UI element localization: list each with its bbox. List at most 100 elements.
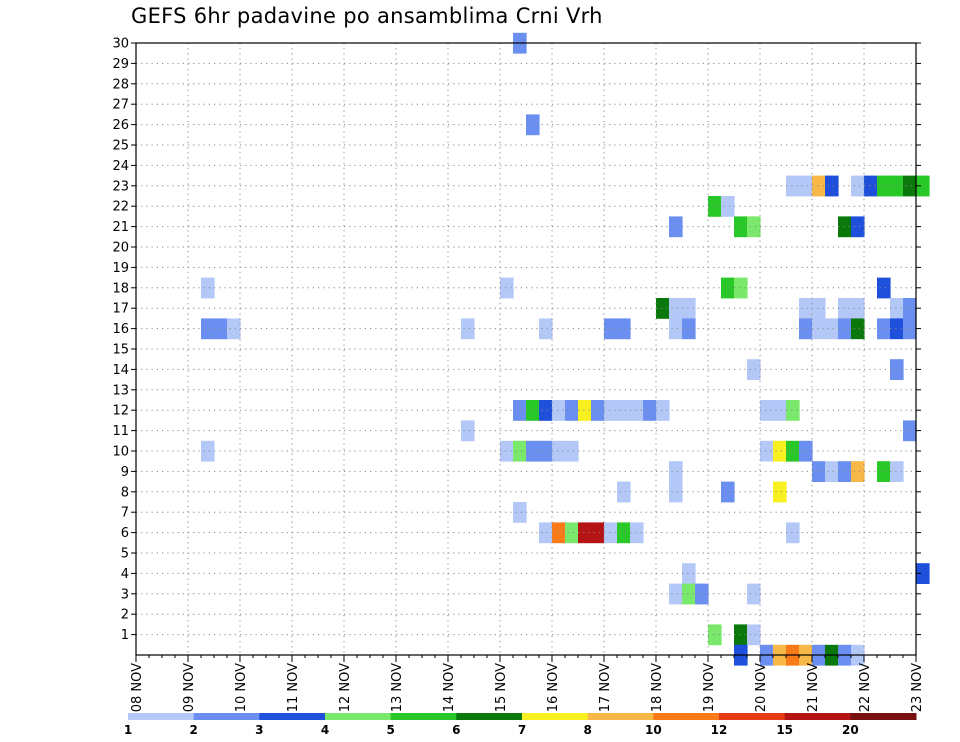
data-cell-9-58 <box>890 461 904 482</box>
y-tick-label-7: 7 <box>121 506 129 521</box>
data-cell-23-52 <box>812 175 826 197</box>
colorbar-layer: 1 2 3 4 5 6 7 8 10 12 15 20 <box>124 713 917 737</box>
data-cell-16-41 <box>669 318 683 340</box>
data-cell-21-54 <box>838 216 852 238</box>
x-tick-label-7: 15 NOV <box>494 663 509 712</box>
y-tick-label-26: 26 <box>112 118 129 133</box>
data-cell-23-50 <box>786 175 800 197</box>
x-tick-label-4: 12 NOV <box>338 663 353 712</box>
data-cell-22-45 <box>721 196 735 217</box>
x-tick-label-13: 21 NOV <box>806 663 821 712</box>
x-tick-label-1: 09 NOV <box>182 663 197 712</box>
data-cell-22-44 <box>708 196 722 217</box>
data-cell-23-55 <box>851 175 865 197</box>
data-cell-1-47 <box>747 624 761 646</box>
plot-frame <box>135 42 917 656</box>
y-tick-label-30: 30 <box>112 37 129 52</box>
data-cell-9-52 <box>812 461 826 482</box>
data-cell-6-31 <box>539 522 553 544</box>
data-cell-18-57 <box>877 277 891 299</box>
data-cell-8-37 <box>617 481 631 503</box>
chart-title: GEFS 6hr padavine po ansamblima Crni Vrh <box>131 4 603 28</box>
data-cell-12-48 <box>760 400 774 421</box>
data-cell-6-35 <box>591 522 605 544</box>
data-cell-16-36 <box>604 318 618 340</box>
x-tick-label-8: 16 NOV <box>546 663 561 712</box>
data-cell-21-47 <box>747 216 761 238</box>
data-cell-3-47 <box>747 583 761 605</box>
data-cell-7-29 <box>513 502 527 523</box>
data-cell-6-37 <box>617 522 631 544</box>
colorbar-label-5: 5 <box>386 723 394 737</box>
axis-layer: 1234567891011121314151617181920212223242… <box>112 37 925 713</box>
data-cell-8-41 <box>669 481 683 503</box>
y-tick-label-1: 1 <box>121 628 129 643</box>
data-cell-10-50 <box>786 440 800 462</box>
data-cell-18-45 <box>721 277 735 299</box>
data-cell-9-41 <box>669 461 683 482</box>
data-cell-12-50 <box>786 400 800 421</box>
data-cell-14-58 <box>890 359 904 380</box>
colorbar-swatch-5 <box>390 713 457 720</box>
colorbar-label-8: 8 <box>583 723 591 737</box>
colorbar-swatch-9 <box>653 713 720 720</box>
y-tick-label-24: 24 <box>112 159 129 174</box>
data-cell-6-34 <box>578 522 592 544</box>
colorbar-label-7: 7 <box>518 723 526 737</box>
data-cell-10-33 <box>565 440 579 462</box>
colorbar-label-6: 6 <box>452 723 460 737</box>
x-tick-label-14: 22 NOV <box>858 663 873 712</box>
data-cell-10-49 <box>773 440 787 462</box>
y-tick-label-20: 20 <box>112 241 129 256</box>
data-cell-12-32 <box>552 400 566 421</box>
colorbar-swatch-7 <box>522 713 589 720</box>
data-cell-9-57 <box>877 461 891 482</box>
data-cell-18-28 <box>500 277 514 299</box>
data-cell-10-48 <box>760 440 774 462</box>
data-cell-18-5 <box>201 277 215 299</box>
y-tick-label-2: 2 <box>121 608 129 623</box>
data-cell-16-54 <box>838 318 852 340</box>
grid-layer <box>136 43 916 655</box>
data-cell-4-42 <box>682 563 696 584</box>
colorbar-label-2: 2 <box>189 723 197 737</box>
data-cell-1-44 <box>708 624 722 646</box>
data-cell-10-29 <box>513 440 527 462</box>
x-tick-label-6: 14 NOV <box>442 663 457 712</box>
data-cell-12-35 <box>591 400 605 421</box>
x-tick-label-10: 18 NOV <box>650 663 665 712</box>
data-cell-16-52 <box>812 318 826 340</box>
data-cell-23-57 <box>877 175 891 197</box>
y-tick-label-10: 10 <box>112 445 129 460</box>
y-tick-label-8: 8 <box>121 485 129 500</box>
colorbar-label-15: 15 <box>776 723 793 737</box>
x-tick-label-9: 17 NOV <box>598 663 613 712</box>
data-cell-16-59 <box>903 318 917 340</box>
y-tick-label-18: 18 <box>112 281 129 296</box>
data-cell-10-51 <box>799 440 813 462</box>
data-cell-23-58 <box>890 175 904 197</box>
data-cell-12-38 <box>630 400 644 421</box>
y-tick-label-13: 13 <box>112 383 129 398</box>
colorbar-swatch-6 <box>456 713 523 720</box>
data-cell-17-55 <box>851 298 865 319</box>
colorbar-label-4: 4 <box>321 723 329 737</box>
data-cell-10-32 <box>552 440 566 462</box>
colorbar-label-3: 3 <box>255 723 263 737</box>
data-cell-6-38 <box>630 522 644 544</box>
data-cell-3-41 <box>669 583 683 605</box>
data-cell-10-5 <box>201 440 215 462</box>
y-tick-label-25: 25 <box>112 139 129 154</box>
x-tick-label-5: 13 NOV <box>390 663 405 712</box>
data-cell-10-30 <box>526 440 540 462</box>
data-cell-23-56 <box>864 175 878 197</box>
colorbar-swatch-4 <box>325 713 392 720</box>
colorbar-swatch-1 <box>128 713 195 720</box>
data-cell-6-50 <box>786 522 800 544</box>
y-tick-label-14: 14 <box>112 363 129 378</box>
data-cell-3-42 <box>682 583 696 605</box>
data-cell-17-52 <box>812 298 826 319</box>
data-cell-9-55 <box>851 461 865 482</box>
y-tick-label-29: 29 <box>112 57 129 72</box>
